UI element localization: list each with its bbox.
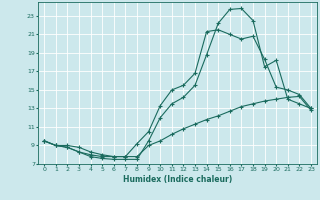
X-axis label: Humidex (Indice chaleur): Humidex (Indice chaleur) xyxy=(123,175,232,184)
